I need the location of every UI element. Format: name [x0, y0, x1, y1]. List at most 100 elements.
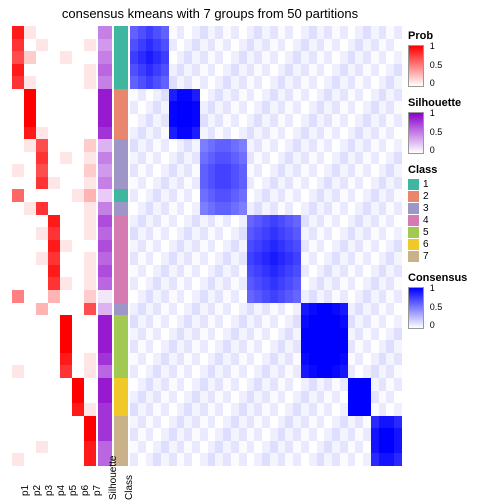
- prob-cell: [48, 378, 60, 391]
- silhouette-cell: [98, 189, 112, 202]
- prob-cell: [36, 277, 48, 290]
- legend-class-item: 1: [408, 179, 498, 190]
- silhouette-cell: [98, 51, 112, 64]
- prob-cell: [48, 403, 60, 416]
- prob-cell: [24, 76, 36, 89]
- prob-cell: [60, 139, 72, 152]
- prob-cell: [12, 252, 24, 265]
- prob-cell: [48, 64, 60, 77]
- prob-cell: [72, 277, 84, 290]
- x-label: p2: [32, 485, 43, 496]
- prob-cell: [36, 177, 48, 190]
- prob-cell: [48, 340, 60, 353]
- prob-cell: [24, 403, 36, 416]
- prob-cell: [84, 51, 96, 64]
- prob-cell: [72, 189, 84, 202]
- prob-cell: [60, 265, 72, 278]
- prob-cell: [24, 441, 36, 454]
- prob-cell: [12, 76, 24, 89]
- prob-cell: [48, 177, 60, 190]
- swatch-icon: [408, 191, 419, 202]
- prob-cell: [84, 277, 96, 290]
- tick: 0.5: [430, 302, 443, 312]
- class-cell: [114, 64, 128, 77]
- prob-cell: [84, 76, 96, 89]
- prob-cell: [12, 227, 24, 240]
- class-cell: [114, 365, 128, 378]
- prob-cell: [72, 391, 84, 404]
- prob-cell: [24, 328, 36, 341]
- silhouette-cell: [98, 240, 112, 253]
- prob-cell: [72, 441, 84, 454]
- prob-cell: [60, 252, 72, 265]
- prob-cell: [84, 64, 96, 77]
- swatch-label: 1: [423, 179, 429, 190]
- prob-cell: [60, 127, 72, 140]
- prob-cell: [72, 303, 84, 316]
- consensus-cell: [394, 441, 402, 454]
- prob-cell: [48, 328, 60, 341]
- prob-cell: [84, 114, 96, 127]
- prob-cell: [48, 39, 60, 52]
- silhouette-cell: [98, 101, 112, 114]
- consensus-cell: [394, 114, 402, 127]
- prob-cell: [36, 303, 48, 316]
- silhouette-cell: [98, 353, 112, 366]
- prob-cell: [84, 303, 96, 316]
- prob-cell: [72, 215, 84, 228]
- prob-cell: [72, 127, 84, 140]
- prob-cell: [48, 315, 60, 328]
- prob-cell: [36, 51, 48, 64]
- prob-cell: [36, 403, 48, 416]
- prob-cell: [72, 202, 84, 215]
- class-cell: [114, 189, 128, 202]
- prob-cell: [24, 177, 36, 190]
- prob-cell: [36, 416, 48, 429]
- silhouette-cell: [98, 76, 112, 89]
- silhouette-cell: [98, 114, 112, 127]
- prob-cell: [24, 265, 36, 278]
- consensus-cell: [394, 416, 402, 429]
- class-cell: [114, 164, 128, 177]
- swatch-icon: [408, 203, 419, 214]
- tick: 0: [430, 320, 435, 330]
- prob-cell: [12, 328, 24, 341]
- swatch-label: 7: [423, 251, 429, 262]
- legend-class-item: 4: [408, 215, 498, 226]
- prob-cell: [36, 76, 48, 89]
- prob-cell: [60, 164, 72, 177]
- prob-cell: [36, 89, 48, 102]
- prob-cell: [60, 378, 72, 391]
- consensus-cell: [394, 265, 402, 278]
- prob-cell: [72, 453, 84, 466]
- legend-consensus: Consensus 1 0.5 0: [408, 272, 498, 329]
- prob-cell: [36, 139, 48, 152]
- silhouette-cell: [98, 177, 112, 190]
- prob-cell: [24, 453, 36, 466]
- silhouette-cell: [98, 39, 112, 52]
- prob-cell: [24, 114, 36, 127]
- class-cell: [114, 139, 128, 152]
- consensus-cell: [394, 26, 402, 39]
- silhouette-cell: [98, 89, 112, 102]
- prob-cell: [36, 227, 48, 240]
- prob-cell: [24, 64, 36, 77]
- legend-class-item: 2: [408, 191, 498, 202]
- tick: 0.5: [430, 127, 443, 137]
- consensus-cell: [394, 340, 402, 353]
- prob-cell: [12, 26, 24, 39]
- prob-cell: [84, 290, 96, 303]
- prob-cell: [60, 101, 72, 114]
- prob-cell: [72, 164, 84, 177]
- prob-cell: [36, 265, 48, 278]
- prob-cell: [36, 114, 48, 127]
- prob-cell: [48, 416, 60, 429]
- prob-cell: [60, 353, 72, 366]
- prob-cell: [12, 265, 24, 278]
- prob-cell: [84, 340, 96, 353]
- legend-silhouette: Silhouette 1 0.5 0: [408, 97, 498, 154]
- prob-cell: [84, 227, 96, 240]
- prob-cell: [24, 378, 36, 391]
- prob-cell: [12, 340, 24, 353]
- consensus-cell: [394, 51, 402, 64]
